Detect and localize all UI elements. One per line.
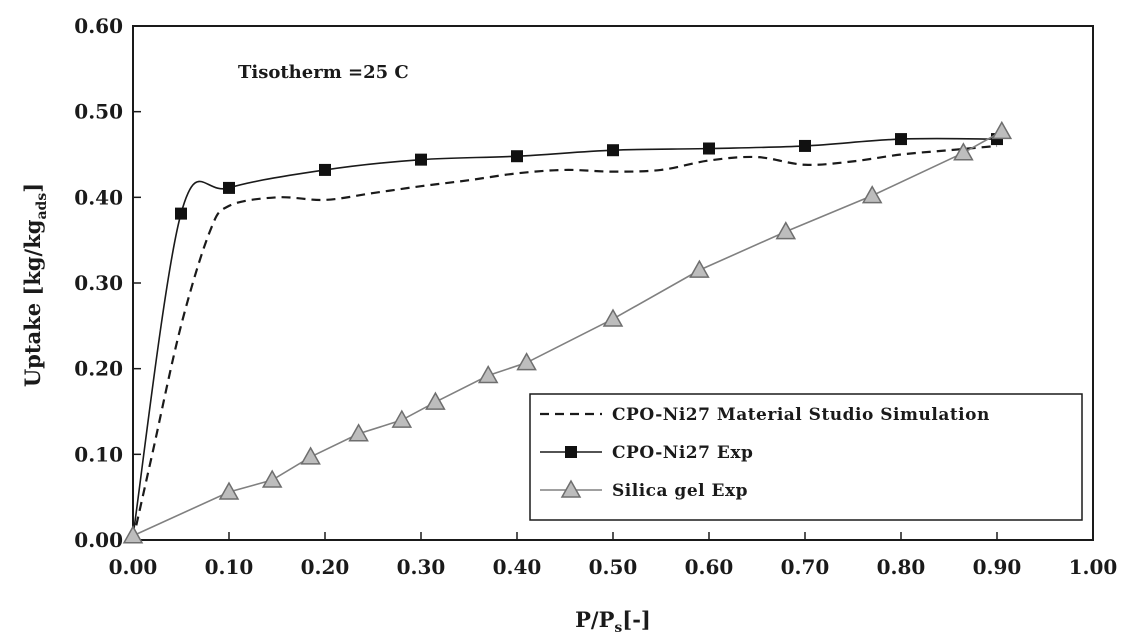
series-1-point (223, 181, 235, 194)
series-2-point (689, 259, 710, 278)
x-tick-label: 0.40 (493, 555, 542, 579)
series-2-point (516, 352, 537, 371)
series-1-point (703, 142, 715, 155)
x-tick-label: 0.50 (589, 555, 638, 579)
x-tick-label: 0.10 (205, 555, 254, 579)
legend-label: Silica gel Exp (612, 481, 748, 501)
series-2-point (775, 221, 797, 240)
legend-entry: CPO-Ni27 Exp (540, 443, 753, 463)
series-1-point (895, 133, 907, 146)
series-1-point (415, 153, 427, 166)
x-tick-label: 1.00 (1069, 555, 1118, 579)
series-2-point (218, 481, 240, 500)
series-2-point (861, 185, 883, 204)
series-2-point (991, 120, 1013, 140)
legend-entry: Silica gel Exp (540, 479, 748, 501)
x-tick-label: 0.90 (973, 555, 1022, 579)
series-1-point (511, 150, 523, 163)
y-axis-label-tail: ] (20, 183, 45, 193)
legend-entries: CPO-Ni27 Material Studio Simulation CPO-N… (540, 405, 990, 501)
series-1-point (319, 163, 331, 176)
y-tick-label: 0.40 (74, 185, 123, 209)
x-tick-label: 0.60 (685, 555, 734, 579)
series-2-point (425, 391, 446, 410)
series-2-point (348, 423, 369, 442)
x-axis-ticks: 0.00 0.10 0.20 0.30 0.40 0.50 0.60 0.70 0.80 0.90… (109, 532, 1118, 579)
series-0 (131, 144, 998, 541)
series-2-point (602, 308, 624, 327)
y-tick-label: 0.00 (74, 528, 123, 552)
x-tick-label: 0.70 (781, 555, 830, 579)
y-tick-label: 0.20 (74, 357, 123, 381)
x-tick-label: 0.00 (109, 555, 158, 579)
isotherm-annotation: Tisotherm =25 C (238, 62, 409, 83)
y-tick-label: 0.50 (74, 100, 123, 124)
series-2-point (391, 409, 413, 428)
x-tick-label: 0.20 (301, 555, 350, 579)
legend-label: CPO-Ni27 Exp (612, 443, 753, 463)
x-axis-label-main: P/P (575, 607, 614, 632)
legend: CPO-Ni27 Material Studio Simulation CPO-N… (529, 393, 1083, 521)
x-axis-label-sub: s (614, 620, 622, 636)
series-2-point (122, 525, 144, 544)
y-axis-label-sub: ads (34, 193, 50, 220)
legend-entry: CPO-Ni27 Material Studio Simulation (540, 405, 990, 425)
series-2 (122, 120, 1013, 544)
y-axis-label: Uptake [kg/kgads] (20, 183, 50, 387)
x-axis-label-tail: [-] (622, 607, 651, 632)
legend-box (529, 393, 1083, 521)
series-2-point (953, 142, 974, 161)
series-2-point (261, 469, 283, 488)
series-line-0 (131, 144, 998, 541)
legend-swatch-marker (560, 479, 582, 498)
x-tick-label: 0.30 (397, 555, 446, 579)
y-axis-label-main: Uptake [kg/kg (20, 219, 45, 387)
series-1-point (607, 144, 619, 157)
legend-label: CPO-Ni27 Material Studio Simulation (612, 405, 990, 425)
y-tick-label: 0.30 (74, 271, 123, 295)
series-2-point (477, 364, 499, 384)
series-2-point (300, 446, 321, 465)
series-layer (122, 120, 1013, 544)
series-1-point (799, 139, 811, 152)
x-tick-label: 0.80 (877, 555, 926, 579)
y-axis-ticks: 0.00 0.10 0.20 0.30 0.40 0.50 0.60 (74, 14, 141, 552)
series-1-point (175, 207, 187, 220)
y-tick-label: 0.60 (74, 14, 123, 38)
y-tick-label: 0.10 (74, 442, 123, 466)
legend-swatch-marker (565, 446, 577, 458)
x-axis-label: P/Ps[-] (575, 607, 651, 636)
